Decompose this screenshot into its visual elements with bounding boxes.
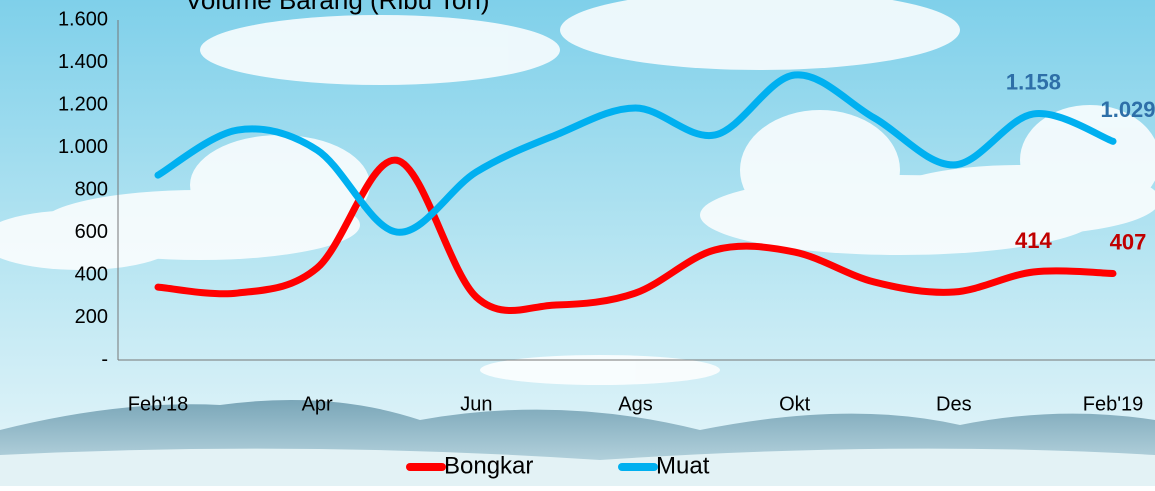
data-label: 1.158 xyxy=(1006,70,1061,95)
y-tick-label: 1.200 xyxy=(58,93,108,115)
ground xyxy=(0,448,1155,486)
y-tick-label: 1.000 xyxy=(58,136,108,158)
x-tick-label: Okt xyxy=(779,393,811,415)
series-line xyxy=(154,71,1117,236)
y-tick-label: 1.400 xyxy=(58,51,108,73)
y-tick-label: 1.600 xyxy=(58,8,108,30)
x-tick-label: Ags xyxy=(618,393,652,415)
y-tick-label: 400 xyxy=(75,263,108,285)
y-tick-label: 600 xyxy=(75,221,108,243)
x-tick-label: Feb'18 xyxy=(128,393,189,415)
chart-title: Volume Barang (Ribu Ton) xyxy=(185,0,489,15)
data-label: 1.029 xyxy=(1100,97,1155,122)
y-tick-label: - xyxy=(101,348,108,370)
x-tick-label: Apr xyxy=(302,393,333,415)
series-line xyxy=(154,156,1117,314)
legend-label: Muat xyxy=(656,452,710,479)
clouds xyxy=(0,0,1155,385)
data-label: 407 xyxy=(1110,229,1147,254)
x-tick-label: Jun xyxy=(460,393,492,415)
y-tick-label: 800 xyxy=(75,178,108,200)
x-tick-label: Feb'19 xyxy=(1083,393,1144,415)
x-tick-label: Des xyxy=(936,393,972,415)
y-tick-label: 200 xyxy=(75,306,108,328)
legend-label: Bongkar xyxy=(444,452,533,479)
data-label: 414 xyxy=(1015,228,1052,253)
